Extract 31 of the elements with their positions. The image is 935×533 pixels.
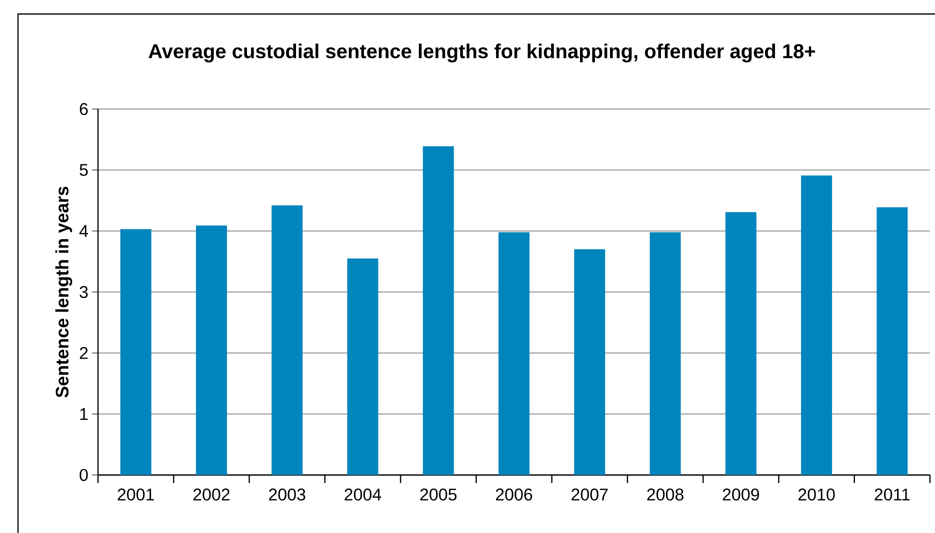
chart-title: Average custodial sentence lengths for kidnapping, offender aged 18+ bbox=[148, 44, 816, 62]
bar bbox=[876, 207, 908, 475]
bar bbox=[272, 205, 303, 475]
y-tick-label: 4 bbox=[79, 225, 88, 237]
y-tick-label: 2 bbox=[80, 347, 88, 359]
x-tick-label: 2008 bbox=[647, 488, 684, 501]
bar bbox=[650, 232, 681, 475]
x-tick-label: 2006 bbox=[496, 488, 532, 501]
y-tick-label: 1 bbox=[80, 408, 88, 420]
y-tick-label: 3 bbox=[80, 286, 88, 298]
y-tick-label: 5 bbox=[80, 164, 88, 176]
y-tick-label: 6 bbox=[80, 102, 88, 116]
bar bbox=[498, 232, 530, 475]
x-tick-label: 2004 bbox=[344, 488, 382, 501]
bar bbox=[347, 258, 378, 475]
bar bbox=[725, 212, 756, 475]
x-tick-label: 2002 bbox=[193, 488, 230, 501]
bar bbox=[801, 175, 832, 475]
x-tick-label: 2009 bbox=[722, 488, 760, 501]
x-tick-label: 2011 bbox=[874, 488, 910, 501]
y-axis-title: Sentence length in years bbox=[55, 186, 72, 398]
x-tick-label: 2010 bbox=[798, 488, 835, 501]
x-tick-label: 2001 bbox=[118, 488, 154, 501]
bar bbox=[196, 226, 227, 475]
bar bbox=[422, 146, 454, 475]
bar bbox=[120, 229, 152, 475]
y-tick-label: 0 bbox=[80, 468, 88, 482]
x-tick-label: 2005 bbox=[420, 488, 457, 501]
x-tick-label: 2007 bbox=[572, 488, 608, 501]
x-tick-label: 2003 bbox=[269, 488, 306, 501]
bar bbox=[574, 249, 606, 475]
